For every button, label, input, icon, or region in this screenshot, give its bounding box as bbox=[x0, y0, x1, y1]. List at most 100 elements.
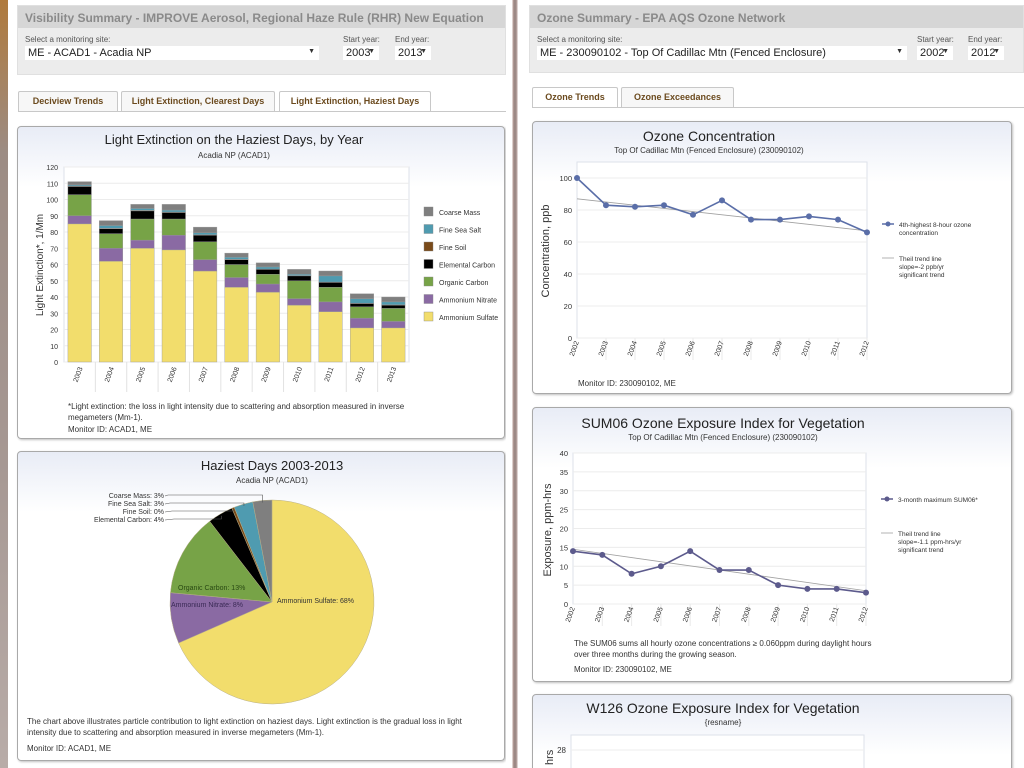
x-tick-label: 2011 bbox=[830, 340, 842, 357]
chart-title: SUM06 Ozone Exposure Index for Vegetatio… bbox=[581, 415, 864, 431]
ozone-line-chart: Ozone Concentration Top Of Cadillac Mtn … bbox=[540, 128, 972, 360]
legend-label: significant trend bbox=[898, 547, 944, 554]
data-point bbox=[775, 582, 782, 589]
tab-light-extinction-clearest[interactable]: Light Extinction, Clearest Days bbox=[121, 91, 275, 111]
bar-segment bbox=[255, 274, 280, 285]
legend-swatch bbox=[423, 241, 434, 252]
x-tick-label: 2010 bbox=[292, 366, 304, 383]
bar-segment bbox=[287, 269, 312, 275]
ozone-summary-box: Ozone Summary - EPA AQS Ozone Network Se… bbox=[529, 5, 1024, 73]
legend-label: slope=-1.1 ppm-hrs/yr bbox=[898, 539, 962, 546]
legend-swatch bbox=[423, 259, 434, 269]
y-tick-label: 20 bbox=[560, 525, 568, 534]
site-select[interactable]: ME - ACAD1 - Acadia NP ▼ bbox=[25, 46, 319, 60]
bar-segment bbox=[255, 266, 280, 270]
tab-light-extinction-haziest[interactable]: Light Extinction, Haziest Days bbox=[279, 91, 431, 111]
bar-segment bbox=[67, 194, 92, 216]
tab-ozone-exceedances[interactable]: Ozone Exceedances bbox=[621, 87, 734, 107]
bar-chart-card: Light Extinction on the Haziest Days, by… bbox=[17, 126, 505, 439]
pie-leader-line bbox=[164, 515, 222, 521]
bar-segment bbox=[67, 181, 92, 186]
bar-segment bbox=[193, 226, 218, 234]
bar-segment bbox=[318, 311, 343, 363]
bar-segment bbox=[161, 235, 186, 251]
x-tick-label: 2009 bbox=[770, 606, 782, 623]
x-tick-label: 2006 bbox=[167, 366, 179, 383]
chevron-down-icon: ▼ bbox=[993, 48, 1000, 55]
x-tick-label: 2012 bbox=[859, 340, 871, 357]
start-year-select[interactable]: 2003 ▼ bbox=[343, 46, 379, 60]
bar-segment bbox=[318, 301, 343, 312]
ozone-concentration-card: Ozone Concentration Top Of Cadillac Mtn … bbox=[532, 121, 1012, 394]
bar-segment bbox=[99, 225, 124, 229]
pie-description: The chart above illustrates particle con… bbox=[27, 717, 462, 737]
w126-line-chart: W126 Ozone Exposure Index for Vegetation… bbox=[544, 700, 865, 768]
y-tick-label: 5 bbox=[564, 581, 568, 590]
data-point bbox=[574, 175, 580, 181]
bar-segment bbox=[381, 327, 406, 363]
bar-segment bbox=[255, 269, 280, 275]
pie-chart-card: Haziest Days 2003-2013 Acadia NP (ACAD1)… bbox=[17, 451, 505, 761]
sum06-monitor-id: Monitor ID: 230090102, ME bbox=[574, 665, 672, 674]
bar-segment bbox=[224, 277, 249, 288]
y-tick-label: 80 bbox=[50, 230, 58, 237]
legend-label: Elemental Carbon bbox=[439, 263, 495, 270]
bar-segment bbox=[381, 321, 406, 329]
chart-title: Haziest Days 2003-2013 bbox=[201, 458, 343, 473]
pie-monitor-id: Monitor ID: ACAD1, ME bbox=[27, 744, 112, 753]
bar-segment bbox=[349, 317, 374, 329]
pie-leader-line bbox=[164, 509, 235, 513]
x-tick-label: 2007 bbox=[711, 606, 723, 623]
end-year-value: 2013 bbox=[398, 47, 423, 59]
data-point bbox=[599, 551, 606, 558]
tab-ozone-trends[interactable]: Ozone Trends bbox=[532, 87, 618, 107]
x-tick-label: 2012 bbox=[355, 366, 367, 383]
x-tick-label: 2013 bbox=[386, 366, 398, 383]
data-point bbox=[657, 563, 664, 570]
bar-segment bbox=[287, 280, 312, 299]
stacked-bar-chart: Light Extinction on the Haziest Days, by… bbox=[35, 132, 498, 392]
end-year-select[interactable]: 2013 ▼ bbox=[395, 46, 431, 60]
x-tick-label: 2004 bbox=[624, 606, 636, 623]
legend-swatch bbox=[423, 224, 434, 234]
chart-title: Ozone Concentration bbox=[643, 128, 775, 144]
end-year-label: End year: bbox=[968, 35, 1003, 44]
bar-segment bbox=[193, 235, 218, 242]
data-point bbox=[716, 567, 723, 574]
y-tick-label: 100 bbox=[46, 198, 58, 205]
data-point bbox=[603, 202, 609, 209]
bar-segment bbox=[381, 308, 406, 322]
pie-chart: Haziest Days 2003-2013 Acadia NP (ACAD1)… bbox=[94, 458, 375, 705]
ozone-summary-title: Ozone Summary - EPA AQS Ozone Network bbox=[530, 6, 1023, 28]
x-tick-label: 2003 bbox=[598, 340, 610, 357]
x-tick-label: 2003 bbox=[594, 606, 606, 623]
x-tick-label: 2007 bbox=[198, 366, 210, 383]
legend-label: Organic Carbon bbox=[439, 280, 489, 287]
x-tick-label: 2003 bbox=[73, 366, 85, 383]
data-point bbox=[628, 570, 635, 577]
bar-segment bbox=[67, 223, 92, 363]
start-year-select[interactable]: 2002 ▼ bbox=[917, 46, 953, 60]
bar-segment bbox=[381, 304, 406, 309]
site-select[interactable]: ME - 230090102 - Top Of Cadillac Mtn (Fe… bbox=[537, 46, 907, 60]
y-tick-label: 20 bbox=[564, 302, 572, 311]
bar-segment bbox=[161, 209, 186, 213]
x-tick-label: 2011 bbox=[829, 606, 841, 623]
visibility-summary-box: Visibility Summary - IMPROVE Aerosol, Re… bbox=[17, 5, 506, 75]
site-select-value: ME - ACAD1 - Acadia NP bbox=[28, 47, 152, 59]
bar-segment bbox=[255, 291, 280, 363]
data-point bbox=[833, 585, 840, 592]
pie-leader-line bbox=[164, 502, 245, 507]
bar-segment bbox=[318, 275, 343, 283]
legend-marker bbox=[884, 496, 890, 502]
y-tick-label: 90 bbox=[50, 214, 58, 221]
pie-label: Fine Sea Salt: 3% bbox=[108, 501, 164, 508]
bar-segment bbox=[224, 259, 249, 265]
tab-deciview-trends[interactable]: Deciview Trends bbox=[18, 91, 118, 111]
end-year-select[interactable]: 2012 ▼ bbox=[968, 46, 1004, 60]
chart-subtitle: {resname} bbox=[705, 718, 742, 727]
legend-label: 4th-highest 8-hour ozone bbox=[899, 222, 972, 229]
sum06-note: The SUM06 sums all hourly ozone concentr… bbox=[574, 639, 872, 659]
y-tick-label: 20 bbox=[50, 328, 58, 335]
